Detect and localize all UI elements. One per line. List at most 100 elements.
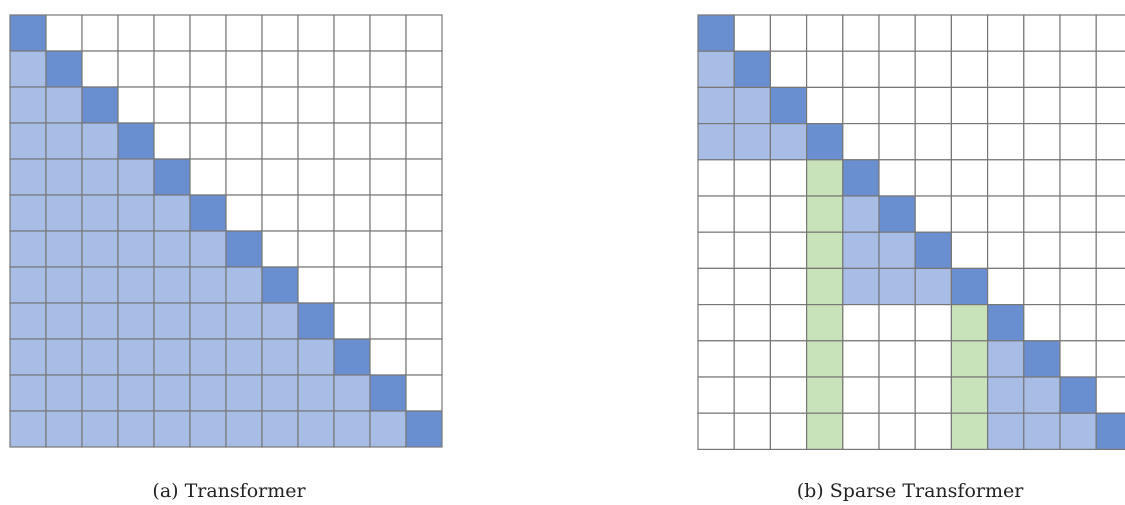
attention-cell-empty	[878, 122, 916, 161]
attention-cell-empty	[1095, 122, 1125, 161]
attention-cell-attended	[153, 302, 191, 340]
attention-cell-empty	[806, 86, 844, 125]
attention-cell-empty	[225, 86, 263, 124]
attention-cell-empty	[1059, 267, 1097, 306]
attention-cell-attended	[9, 374, 47, 412]
attention-cell-empty	[1095, 267, 1125, 306]
attention-cell-attended	[81, 158, 119, 196]
attention-cell-empty	[405, 158, 443, 196]
attention-cell-sparse-column	[950, 304, 989, 342]
attention-cell-empty	[1095, 231, 1125, 269]
attention-cell-empty	[733, 304, 771, 342]
attention-cell-attended	[9, 230, 47, 268]
attention-cell-attended	[81, 194, 119, 232]
attention-cell-empty	[1059, 195, 1097, 233]
attention-cell-diagonal	[81, 86, 119, 124]
attention-cell-attended	[81, 374, 119, 412]
attention-cell-empty	[769, 231, 808, 269]
attention-cell-empty	[1023, 195, 1061, 233]
attention-cell-attended	[697, 50, 735, 89]
attention-cell-attended	[878, 231, 916, 269]
attention-cell-empty	[697, 376, 735, 414]
attention-cell-empty	[297, 86, 335, 124]
attention-cell-empty	[261, 230, 299, 268]
attention-cell-diagonal	[45, 50, 83, 88]
attention-cell-sparse-column	[806, 340, 844, 378]
attention-cell-empty	[769, 195, 808, 233]
attention-cell-attended	[81, 122, 119, 160]
attention-cell-empty	[297, 50, 335, 88]
attention-cell-attended	[81, 302, 119, 340]
attention-cell-empty	[333, 50, 371, 88]
attention-cell-sparse-column	[806, 304, 844, 342]
attention-cell-attended	[81, 266, 119, 304]
attention-cell-attended	[117, 194, 155, 232]
attention-cell-attended	[189, 338, 227, 376]
attention-cell-attended	[45, 230, 83, 268]
attention-cell-attended	[697, 122, 735, 161]
attention-cell-diagonal	[117, 122, 155, 160]
attention-cell-sparse-column	[950, 376, 989, 414]
attention-cell-attended	[9, 410, 47, 448]
attention-cell-empty	[878, 86, 916, 125]
attention-cell-diagonal	[153, 158, 191, 196]
attention-cell-empty	[405, 302, 443, 340]
attention-cell-empty	[1095, 340, 1125, 378]
attention-cell-attended	[225, 266, 263, 304]
attention-cell-empty	[153, 14, 191, 52]
attention-cell-empty	[950, 14, 989, 52]
attention-cell-empty	[369, 122, 407, 160]
attention-cell-empty	[333, 158, 371, 196]
attention-cell-attended	[261, 410, 299, 448]
attention-cell-empty	[842, 14, 880, 52]
attention-cell-empty	[297, 266, 335, 304]
attention-cell-empty	[261, 86, 299, 124]
attention-cell-empty	[405, 122, 443, 160]
attention-cell-empty	[769, 376, 808, 414]
attention-cell-attended	[117, 230, 155, 268]
attention-cell-attended	[81, 230, 119, 268]
attention-cell-empty	[369, 338, 407, 376]
attention-cell-empty	[950, 159, 989, 197]
attention-cell-attended	[9, 86, 47, 124]
attention-cell-attended	[987, 340, 1025, 378]
attention-cell-empty	[261, 158, 299, 196]
attention-cell-attended	[333, 410, 371, 448]
attention-cell-diagonal	[806, 122, 844, 161]
attention-cell-empty	[697, 231, 735, 269]
attention-cell-attended	[117, 158, 155, 196]
attention-cell-attended	[81, 410, 119, 448]
attention-cell-empty	[733, 195, 771, 233]
attention-cell-attended	[842, 195, 880, 233]
attention-cell-attended	[81, 338, 119, 376]
attention-cell-empty	[806, 14, 844, 52]
attention-cell-empty	[914, 122, 953, 161]
attention-cell-empty	[842, 50, 880, 89]
attention-cell-empty	[769, 304, 808, 342]
attention-cell-attended	[117, 410, 155, 448]
attention-cell-empty	[297, 230, 335, 268]
attention-cell-empty	[297, 14, 335, 52]
attention-cell-diagonal	[297, 302, 335, 340]
attention-cell-empty	[769, 159, 808, 197]
attention-cell-empty	[297, 122, 335, 160]
attention-cell-empty	[405, 50, 443, 88]
attention-cell-empty	[842, 376, 880, 414]
attention-cell-empty	[189, 50, 227, 88]
attention-cell-diagonal	[369, 374, 407, 412]
attention-cell-empty	[769, 267, 808, 306]
attention-cell-empty	[806, 50, 844, 89]
attention-cell-empty	[405, 230, 443, 268]
attention-cell-empty	[950, 86, 989, 125]
attention-cell-empty	[1059, 122, 1097, 161]
attention-grid-transformer	[9, 14, 443, 448]
attention-cell-attended	[1023, 412, 1061, 451]
attention-cell-empty	[153, 50, 191, 88]
attention-cell-empty	[1023, 267, 1061, 306]
attention-cell-attended	[153, 230, 191, 268]
attention-cell-attended	[153, 338, 191, 376]
attention-cell-empty	[842, 412, 880, 451]
attention-cell-empty	[333, 302, 371, 340]
attention-cell-attended	[9, 302, 47, 340]
attention-cell-attended	[45, 266, 83, 304]
